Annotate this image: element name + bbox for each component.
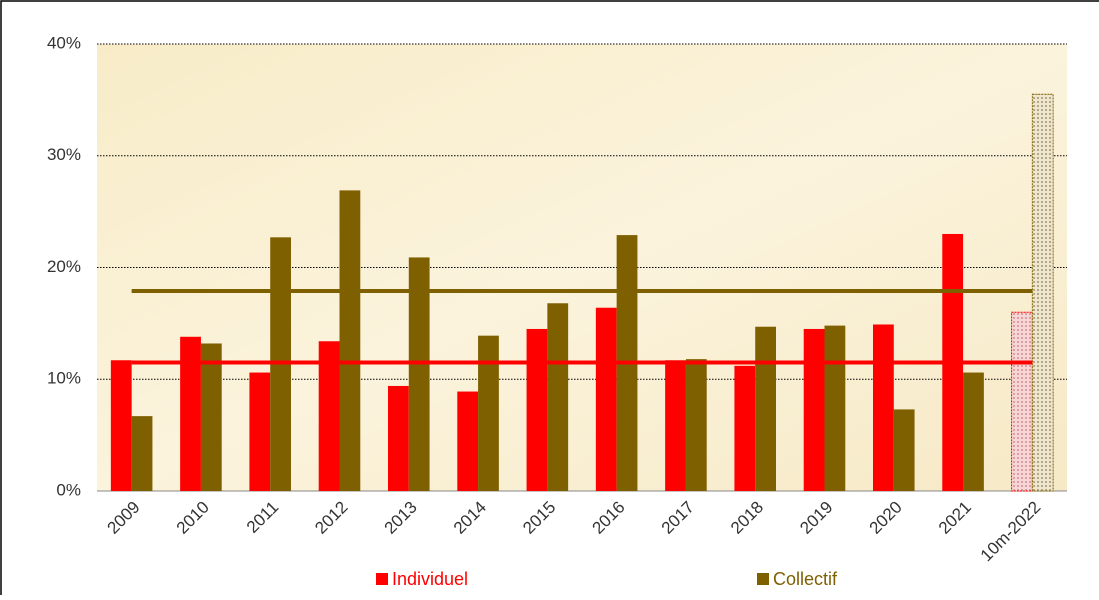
legend-label: Collectif [773,569,838,589]
bar [478,335,499,491]
bar [963,372,984,491]
bar [457,391,479,491]
bar [1031,93,1054,492]
legend-swatch [376,573,388,585]
bar [685,359,707,491]
bar [547,303,569,491]
y-tick-label: 0% [56,480,81,499]
bar [755,326,776,491]
bar [665,360,686,491]
bar [131,416,153,491]
bar [595,307,617,491]
bar [408,257,430,491]
bar [824,325,846,491]
y-tick-label: 10% [47,369,81,388]
bar [388,385,409,491]
y-tick-label: 40% [47,33,81,52]
bar [180,336,201,491]
bar [200,343,222,491]
bar [110,360,132,491]
bar [734,365,756,491]
bar [526,328,548,491]
bar [893,409,915,491]
bar [339,190,361,491]
bar [318,341,340,491]
legend-swatch [757,573,769,585]
y-tick-label: 30% [47,145,81,164]
bar [873,324,894,491]
bar [1011,311,1033,492]
y-tick-label: 20% [47,257,81,276]
legend-label: Individuel [392,569,468,589]
bar [803,328,825,491]
bar [249,372,271,491]
